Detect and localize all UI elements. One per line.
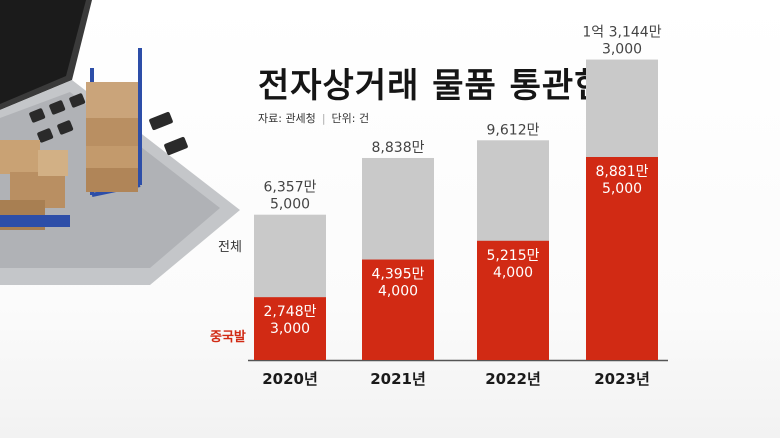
legend-china: 중국발: [210, 330, 246, 345]
chart-title: 전자상거래 물품 통관현황: [258, 66, 639, 106]
bar-china: [362, 259, 434, 360]
data-label-china: 4,000: [493, 265, 533, 281]
x-tick-label: 2023년: [594, 370, 650, 388]
x-tick-label: 2020년: [262, 370, 318, 388]
bar-china: [254, 297, 326, 360]
bar-china: [586, 156, 658, 360]
data-label-china: 3,000: [270, 321, 310, 337]
data-label-china: 5,000: [602, 181, 642, 197]
separator: |: [321, 112, 326, 125]
bar-china: [477, 240, 549, 360]
unit-label: 단위: 건: [331, 112, 370, 125]
data-label-total: 8,838만: [372, 140, 425, 156]
source-label: 자료: 관세청: [258, 112, 316, 125]
laptop-parcels-illustration: [0, 0, 240, 285]
data-label-total: 3,000: [602, 42, 642, 58]
x-tick-label: 2022년: [485, 370, 541, 388]
data-label-total: 5,000: [270, 197, 310, 213]
data-label-china: 4,000: [378, 284, 418, 300]
x-tick-label: 2021년: [370, 370, 426, 388]
data-label-china: 5,215만: [487, 248, 540, 264]
data-label-china: 4,395만: [372, 267, 425, 283]
data-label-china: 2,748만: [264, 304, 317, 320]
source-line: 자료: 관세청 | 단위: 건: [258, 110, 369, 126]
data-label-total: 9,612만: [487, 122, 540, 138]
data-label-china: 8,881만: [596, 164, 649, 180]
data-label-total: 6,357만: [264, 180, 317, 196]
data-label-total: 1억 3,144만: [582, 25, 661, 41]
legend-total: 전체: [218, 240, 242, 255]
